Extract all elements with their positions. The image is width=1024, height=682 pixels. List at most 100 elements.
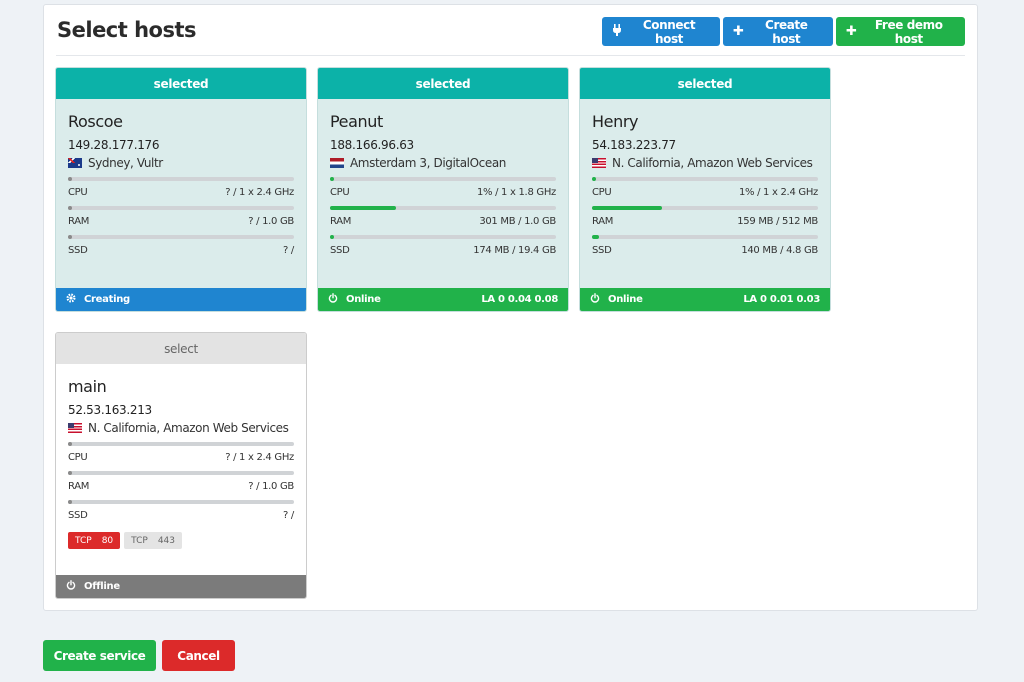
host-load-average: LA 0 0.04 0.08	[481, 294, 558, 305]
host-details: Peanut 188.166.96.63 Amsterdam 3, Digita…	[318, 99, 568, 258]
ram-value: 159 MB / 512 MB	[737, 216, 818, 227]
host-card-roscoe[interactable]: selected Roscoe 149.28.177.176 Sydney, V…	[55, 67, 307, 312]
host-select-toggle[interactable]: selected	[580, 68, 830, 99]
host-status-label: Online	[346, 294, 381, 305]
cpu-label: CPU	[68, 452, 88, 463]
host-location-label: Amsterdam 3, DigitalOcean	[350, 155, 507, 170]
ssd-usage-bar	[592, 235, 818, 239]
host-select-toggle[interactable]: select	[56, 333, 306, 364]
host-load-average: LA 0 0.01 0.03	[743, 294, 820, 305]
host-status-label: Offline	[84, 581, 120, 592]
cpu-value: ? / 1 x 2.4 GHz	[225, 452, 294, 463]
connect-host-button[interactable]: Connect host	[602, 17, 720, 46]
power-icon	[66, 580, 76, 593]
host-location: N. California, Amazon Web Services	[592, 154, 818, 171]
ram-metric: RAM ? / 1.0 GB	[68, 471, 294, 494]
ssd-usage-fill	[330, 235, 335, 239]
host-location-label: N. California, Amazon Web Services	[612, 155, 813, 170]
cpu-label: CPU	[330, 187, 350, 198]
usa-flag-icon	[592, 157, 606, 168]
port-number: 80	[101, 535, 114, 546]
connect-host-label: Connect host	[642, 17, 696, 46]
port-badge-80: TCP 80	[68, 532, 121, 549]
host-location-label: Sydney, Vultr	[88, 155, 163, 170]
port-badge-443: TCP 443	[124, 532, 183, 549]
host-status-bar: Online LA 0 0.04 0.08	[318, 288, 568, 311]
ssd-value: 140 MB / 4.8 GB	[741, 245, 818, 256]
cpu-metric: CPU 1% / 1 x 1.8 GHz	[330, 177, 556, 200]
create-host-label: Create host	[765, 17, 808, 46]
ram-value: ? / 1.0 GB	[248, 481, 294, 492]
host-details: main 52.53.163.213 N. California, Amazon…	[56, 364, 306, 549]
power-icon	[328, 293, 338, 306]
ssd-label: SSD	[330, 245, 350, 256]
ssd-label: SSD	[68, 510, 88, 521]
cpu-usage-bar	[330, 177, 556, 181]
cancel-button[interactable]: Cancel	[162, 640, 235, 671]
cpu-usage-bar	[68, 177, 294, 181]
port-protocol: TCP	[131, 535, 148, 546]
cpu-usage-fill	[330, 177, 335, 181]
gear-icon	[66, 293, 76, 306]
host-select-toggle[interactable]: selected	[318, 68, 568, 99]
ssd-usage-fill	[68, 235, 73, 239]
ram-usage-fill	[592, 206, 663, 210]
host-location: N. California, Amazon Web Services	[68, 419, 294, 436]
free-demo-host-button[interactable]: ✚ Free demo host	[836, 17, 965, 46]
ssd-label: SSD	[68, 245, 88, 256]
ssd-usage-bar	[68, 235, 294, 239]
host-status-label: Creating	[84, 294, 130, 305]
host-ip: 188.166.96.63	[330, 138, 414, 152]
cpu-value: 1% / 1 x 1.8 GHz	[476, 187, 556, 198]
plus-icon: ✚	[733, 24, 744, 39]
host-name: Peanut	[330, 112, 383, 131]
cpu-usage-bar	[592, 177, 818, 181]
header-actions: Connect host ✚ Create host ✚ Free demo h…	[602, 17, 965, 46]
host-ip: 52.53.163.213	[68, 403, 152, 417]
host-card-henry[interactable]: selected Henry 54.183.223.77 N. Californ…	[579, 67, 831, 312]
port-protocol: TCP	[75, 535, 92, 546]
cpu-label: CPU	[68, 187, 88, 198]
ssd-metric: SSD ? /	[68, 500, 294, 523]
ram-value: ? / 1.0 GB	[248, 216, 294, 227]
australia-flag-icon	[68, 157, 82, 168]
host-ip: 149.28.177.176	[68, 138, 160, 152]
ram-label: RAM	[68, 216, 90, 227]
host-location: Sydney, Vultr	[68, 154, 294, 171]
port-list: TCP 80 TCP 443	[68, 532, 294, 549]
cpu-metric: CPU 1% / 1 x 2.4 GHz	[592, 177, 818, 200]
usa-flag-icon	[68, 422, 82, 433]
ssd-metric: SSD 174 MB / 19.4 GB	[330, 235, 556, 258]
create-service-button[interactable]: Create service	[43, 640, 156, 671]
host-card-peanut[interactable]: selected Peanut 188.166.96.63 Amsterdam …	[317, 67, 569, 312]
host-location-label: N. California, Amazon Web Services	[88, 420, 289, 435]
cpu-metric: CPU ? / 1 x 2.4 GHz	[68, 442, 294, 465]
ssd-value: 174 MB / 19.4 GB	[473, 245, 556, 256]
ssd-usage-bar	[68, 500, 294, 504]
ssd-metric: SSD 140 MB / 4.8 GB	[592, 235, 818, 258]
ram-usage-bar	[592, 206, 818, 210]
cpu-usage-fill	[592, 177, 597, 181]
ssd-label: SSD	[592, 245, 612, 256]
ram-metric: RAM 301 MB / 1.0 GB	[330, 206, 556, 229]
cpu-value: ? / 1 x 2.4 GHz	[225, 187, 294, 198]
host-name: Roscoe	[68, 112, 123, 131]
ram-label: RAM	[330, 216, 352, 227]
host-card-main[interactable]: select main 52.53.163.213 N. California,…	[55, 332, 307, 599]
create-host-button[interactable]: ✚ Create host	[723, 17, 833, 46]
host-name: Henry	[592, 112, 639, 131]
port-number: 443	[157, 535, 176, 546]
ssd-metric: SSD ? /	[68, 235, 294, 258]
host-name: main	[68, 377, 107, 396]
plus-icon: ✚	[846, 24, 857, 39]
cpu-metric: CPU ? / 1 x 2.4 GHz	[68, 177, 294, 200]
ram-usage-bar	[68, 206, 294, 210]
ram-label: RAM	[592, 216, 614, 227]
panel-header: Select hosts Connect host ✚ Create host …	[56, 5, 965, 56]
cpu-usage-fill	[68, 442, 73, 446]
page-title: Select hosts	[57, 18, 197, 42]
ram-metric: RAM 159 MB / 512 MB	[592, 206, 818, 229]
host-select-toggle[interactable]: selected	[56, 68, 306, 99]
ssd-usage-fill	[592, 235, 599, 239]
host-details: Roscoe 149.28.177.176 Sydney, Vultr CPU?…	[56, 99, 306, 258]
